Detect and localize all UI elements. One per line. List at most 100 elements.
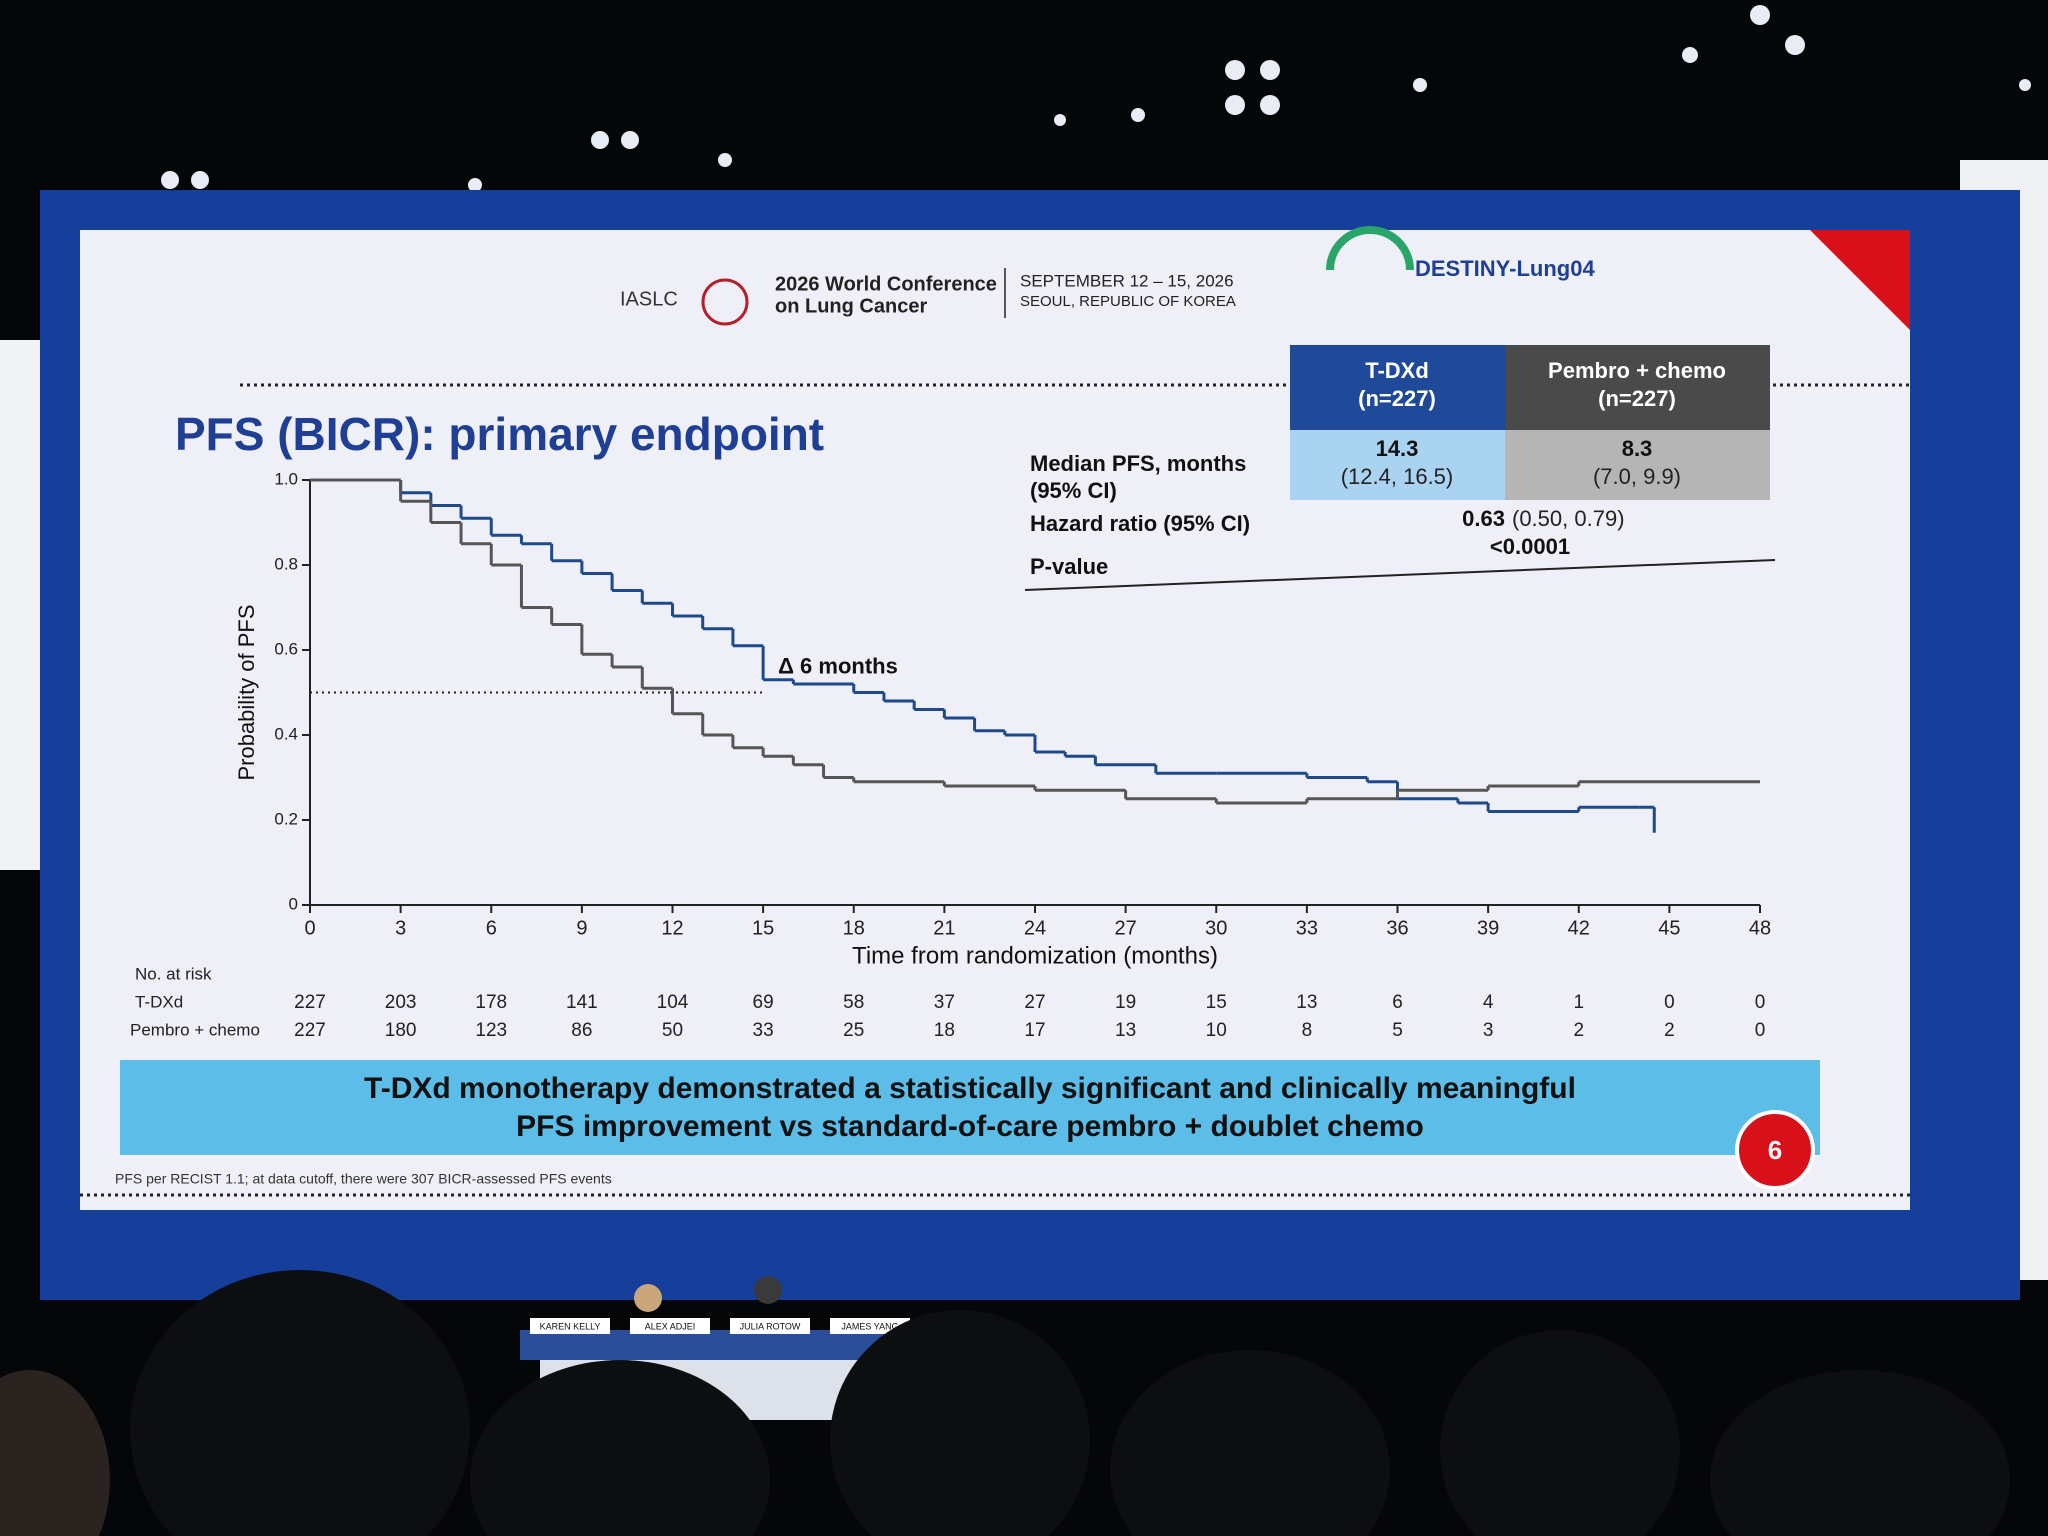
at-risk-value: 5 (1392, 1020, 1403, 1041)
x-tick-label: 24 (1024, 917, 1046, 939)
at-risk-value: 13 (1296, 992, 1317, 1013)
at-risk-value: 25 (843, 1020, 864, 1041)
trial-logo (1326, 226, 1414, 271)
x-tick-label: 6 (486, 917, 497, 939)
at-risk-value: 10 (1206, 1020, 1227, 1041)
at-risk-value: 0 (1755, 1020, 1766, 1041)
table-value: 14.3 (1376, 436, 1419, 461)
conference-name: 2026 World Conference (775, 273, 997, 295)
y-axis-title: Probability of PFS (234, 604, 259, 780)
at-risk-value: 15 (1206, 992, 1227, 1013)
corner-decoration (1810, 230, 1910, 330)
table-value: <0.0001 (1490, 534, 1570, 559)
name-tags: KAREN KELLY ALEX ADJEI JULIA ROTOW JAMES YA… (530, 1318, 910, 1334)
society-logo: IASLC (620, 288, 678, 310)
y-tick-label: 0.8 (274, 554, 298, 573)
at-risk-value: 4 (1483, 992, 1494, 1013)
x-tick-label: 30 (1205, 917, 1227, 939)
at-risk-value: 17 (1024, 1020, 1045, 1041)
name-tag (730, 1318, 810, 1334)
footnote: PFS per RECIST 1.1; at data cutoff, ther… (115, 1171, 612, 1187)
at-risk-value: 0 (1664, 992, 1675, 1013)
conclusion-text: PFS improvement vs standard-of-care pemb… (516, 1110, 1424, 1143)
table-rule (1024, 559, 1776, 591)
column-header: (n=227) (1358, 386, 1436, 411)
panel-name: JULIA ROTOW (740, 1321, 801, 1331)
at-risk-value: 0 (1755, 992, 1766, 1013)
table-header-cell (1290, 345, 1505, 430)
x-axis-title: Time from randomization (months) (852, 942, 1218, 969)
table-value: (0.50, 0.79) (1512, 506, 1625, 531)
conclusion-text: T-DXd monotherapy demonstrated a statist… (364, 1072, 1576, 1105)
x-tick-label: 0 (304, 917, 315, 939)
annotation: Δ 6 months (778, 653, 898, 678)
column-header: (n=227) (1598, 386, 1676, 411)
y-tick-label: 0.4 (274, 724, 298, 743)
x-tick-label: 33 (1296, 917, 1318, 939)
conference-location: SEOUL, REPUBLIC OF KOREA (1020, 293, 1236, 310)
at-risk-row-label: T-DXd (135, 992, 183, 1011)
at-risk-value: 37 (934, 992, 955, 1013)
name-tag (830, 1318, 910, 1334)
at-risk-row-label: Pembro + chemo (130, 1020, 260, 1039)
at-risk-value: 69 (753, 992, 774, 1013)
at-risk-value: 180 (385, 1020, 417, 1041)
table-value: 0.63 (1462, 506, 1505, 531)
at-risk-value: 6 (1392, 992, 1403, 1013)
x-tick-label: 42 (1568, 917, 1590, 939)
x-tick-label: 12 (661, 917, 683, 939)
conference-name: on Lung Cancer (775, 295, 927, 317)
x-tick-label: 21 (933, 917, 955, 939)
at-risk-value: 178 (475, 992, 507, 1013)
x-tick-label: 48 (1749, 917, 1771, 939)
column-header: T-DXd (1365, 358, 1429, 383)
panel-name: ALEX ADJEI (645, 1321, 696, 1331)
trial-name: DESTINY-Lung04 (1415, 256, 1595, 281)
at-risk-value: 50 (662, 1020, 683, 1041)
at-risk-value: 18 (934, 1020, 955, 1041)
at-risk-value: 58 (843, 992, 864, 1013)
at-risk-value: 2 (1664, 1020, 1675, 1041)
row-label: (95% CI) (1030, 478, 1117, 503)
at-risk-value: 3 (1483, 1020, 1494, 1041)
table-cell (1505, 430, 1770, 500)
at-risk-value: 1 (1573, 992, 1584, 1013)
table-header-cell (1505, 345, 1770, 430)
name-tag (530, 1318, 610, 1334)
summary-table: T-DXd (n=227) Pembro + chemo (n=227) 14.… (1024, 345, 1776, 591)
at-risk-value: 27 (1024, 992, 1045, 1013)
y-tick-label: 1.0 (274, 469, 298, 488)
y-tick-label: 0.6 (274, 639, 298, 658)
table-cell (1290, 430, 1505, 500)
name-tag (630, 1318, 710, 1334)
audience (0, 1270, 2010, 1536)
slide-title: PFS (BICR): primary endpoint (175, 408, 824, 460)
x-tick-label: 15 (752, 917, 774, 939)
at-risk-value: 86 (571, 1020, 592, 1041)
at-risk-title: No. at risk (135, 964, 212, 983)
row-label: Hazard ratio (95% CI) (1030, 511, 1250, 536)
x-tick-label: 3 (395, 917, 406, 939)
at-risk-value: 227 (294, 1020, 326, 1041)
x-tick-label: 9 (576, 917, 587, 939)
table-value: (7.0, 9.9) (1593, 464, 1681, 489)
conference-logo (701, 278, 749, 326)
at-risk-value: 13 (1115, 1020, 1136, 1041)
at-risk-value: 19 (1115, 992, 1136, 1013)
x-tick-label: 18 (843, 917, 865, 939)
conference-dates: SEPTEMBER 12 – 15, 2026 (1020, 271, 1234, 290)
at-risk-value: 104 (657, 992, 689, 1013)
at-risk-value: 141 (566, 992, 598, 1013)
panel-name: JAMES YANG (841, 1321, 898, 1331)
conclusion-banner (120, 1060, 1820, 1155)
x-tick-label: 36 (1386, 917, 1408, 939)
y-tick-label: 0.2 (274, 809, 298, 828)
at-risk-value: 203 (385, 992, 417, 1013)
at-risk-value: 33 (753, 1020, 774, 1041)
km-chart: 00.20.40.60.81.00 3 6 9 12 15 18 21 24 27 30 33 36 39… (234, 469, 1771, 969)
at-risk-value: 8 (1302, 1020, 1313, 1041)
row-label: Median PFS, months (1030, 451, 1246, 476)
table-value: 8.3 (1622, 436, 1653, 461)
